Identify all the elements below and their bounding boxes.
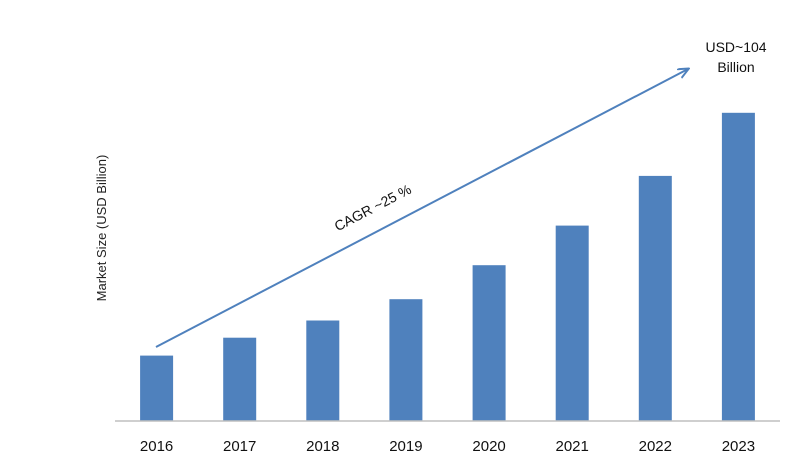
x-tick-label-2023: 2023 [722,438,755,455]
end-value-label-line1: USD~104 [705,39,766,55]
y-axis-title: Market Size (USD Billion) [94,155,109,302]
bar-2022 [638,175,672,421]
end-value-label-line2: Billion [717,59,754,75]
x-tick-label-2021: 2021 [556,438,589,455]
bar-2019 [389,299,423,421]
x-tick-label-2017: 2017 [223,438,256,455]
x-tick-label-2016: 2016 [140,438,173,455]
bar-2017 [223,337,257,421]
bar-2021 [555,225,589,421]
x-tick-label-2020: 2020 [472,438,505,455]
x-tick-label-2019: 2019 [389,438,422,455]
x-tick-label-2018: 2018 [306,438,339,455]
x-tick-label-2022: 2022 [639,438,672,455]
bar-2023 [721,112,755,422]
bar-2020 [472,265,506,421]
x-tick-labels: 2016 2017 2018 2019 2020 2021 2022 2023 [140,438,755,455]
cagr-label: CAGR ~25 % [332,181,414,234]
bar-2018 [306,320,340,421]
cagr-arrow [155,69,688,348]
bars-group [140,112,755,422]
bar-2016 [140,355,174,421]
